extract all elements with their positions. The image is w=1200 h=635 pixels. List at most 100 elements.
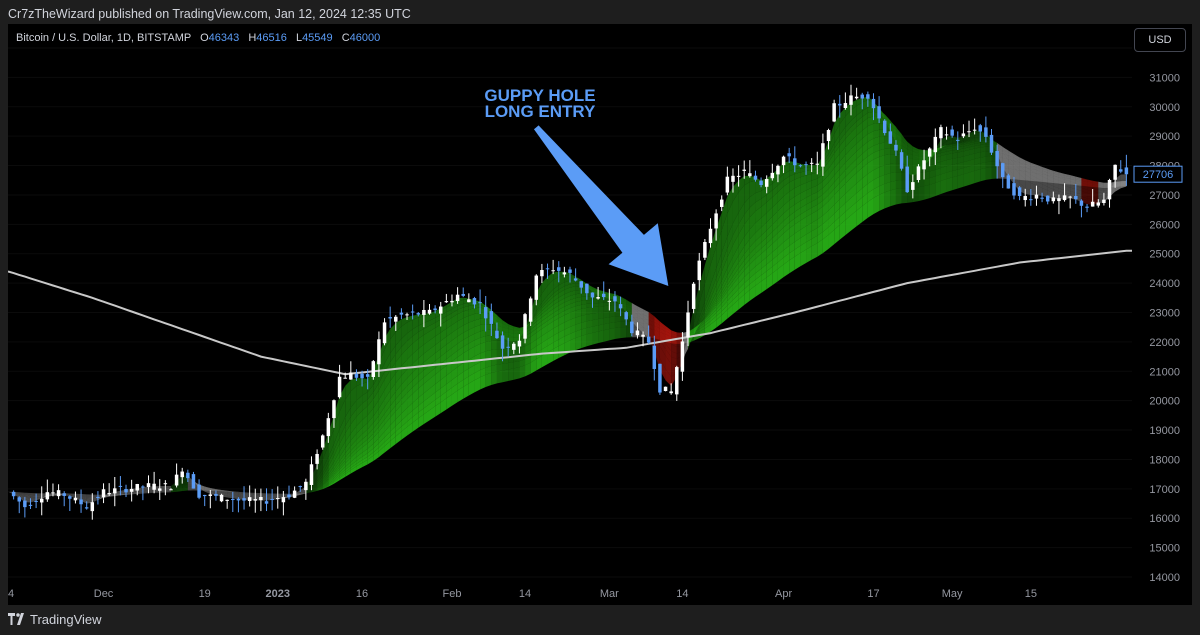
ribbon-segment bbox=[176, 488, 183, 491]
ribbon-segment bbox=[603, 305, 610, 313]
ribbon-segment bbox=[890, 172, 896, 182]
ribbon-segment bbox=[772, 262, 778, 274]
ribbon-segment bbox=[1030, 165, 1037, 171]
ribbon-segment bbox=[772, 255, 778, 267]
ribbon-segment bbox=[710, 292, 717, 308]
ribbon-segment bbox=[727, 304, 733, 319]
ribbon-segment bbox=[637, 306, 644, 312]
ribbon-segment bbox=[716, 303, 722, 313]
ribbon-segment bbox=[249, 494, 256, 497]
ribbon-segment bbox=[204, 486, 211, 489]
candle-body bbox=[939, 127, 943, 139]
candle-body bbox=[725, 176, 730, 193]
ribbon-segment bbox=[401, 421, 408, 432]
ribbon-segment bbox=[333, 469, 340, 479]
annotation-line1: GUPPY HOLE bbox=[484, 86, 595, 105]
ribbon-segment bbox=[176, 487, 183, 490]
ribbon-segment bbox=[811, 198, 818, 208]
ribbon-segment bbox=[1013, 175, 1020, 192]
ribbon-segment bbox=[643, 309, 649, 315]
ribbon-segment bbox=[154, 491, 160, 493]
ribbon-segment bbox=[412, 338, 419, 354]
candle-body bbox=[1006, 175, 1011, 189]
ribbon-segment bbox=[328, 479, 334, 485]
ribbon-segment bbox=[806, 180, 812, 191]
ribbon-segment bbox=[738, 270, 745, 284]
ribbon-segment bbox=[418, 408, 424, 419]
x-tick-label: 2023 bbox=[266, 588, 290, 600]
ribbon-segment bbox=[429, 312, 436, 321]
ribbon-segment bbox=[643, 327, 649, 338]
ribbon-segment bbox=[716, 290, 722, 303]
ribbon-segment bbox=[744, 197, 750, 215]
ribbon-segment bbox=[333, 461, 340, 473]
ribbon-segment bbox=[716, 307, 722, 317]
ribbon-segment bbox=[30, 495, 37, 496]
ribbon-segment bbox=[732, 192, 739, 224]
ribbon-segment bbox=[451, 301, 458, 310]
ribbon-segment bbox=[873, 123, 880, 132]
ribbon-segment bbox=[1030, 163, 1037, 168]
ribbon-segment bbox=[851, 158, 857, 172]
ribbon-segment bbox=[570, 317, 576, 327]
ribbon-segment bbox=[1019, 166, 1026, 175]
ribbon-segment bbox=[789, 233, 795, 246]
ribbon-segment bbox=[946, 143, 953, 146]
ribbon-segment bbox=[586, 307, 593, 315]
ribbon-segment bbox=[345, 407, 351, 427]
ribbon-segment bbox=[839, 107, 846, 125]
ribbon-segment bbox=[536, 305, 542, 315]
candle-body bbox=[304, 481, 308, 491]
ribbon-segment bbox=[390, 391, 396, 407]
ribbon-segment bbox=[1008, 152, 1014, 161]
ribbon-segment bbox=[547, 272, 554, 286]
ribbon-segment bbox=[558, 302, 565, 310]
high-value: 46516 bbox=[256, 32, 287, 44]
ribbon-segment bbox=[946, 164, 953, 173]
candle-body bbox=[691, 283, 696, 309]
ribbon-segment bbox=[390, 399, 396, 413]
ribbon-segment bbox=[1002, 157, 1009, 164]
ribbon-segment bbox=[429, 345, 436, 358]
currency-button[interactable]: USD bbox=[1134, 28, 1186, 52]
ribbon-segment bbox=[940, 179, 947, 195]
ribbon-segment bbox=[789, 256, 795, 274]
ribbon-segment bbox=[69, 494, 76, 496]
ribbon-segment bbox=[845, 171, 851, 184]
ribbon-segment bbox=[367, 452, 374, 460]
ribbon-segment bbox=[148, 492, 155, 494]
publisher-line: Cr7zTheWizard published on TradingView.c… bbox=[8, 7, 411, 21]
ribbon-segment bbox=[508, 368, 514, 382]
ribbon-segment bbox=[75, 495, 82, 498]
ribbon-segment bbox=[654, 333, 660, 359]
ribbon-segment bbox=[384, 412, 391, 425]
candle-body bbox=[793, 158, 797, 166]
ribbon-segment bbox=[204, 486, 211, 489]
ribbon-segment bbox=[109, 495, 115, 497]
ribbon-segment bbox=[81, 497, 87, 501]
ribbon-segment bbox=[317, 484, 323, 489]
ribbon-segment bbox=[435, 348, 441, 361]
ribbon-segment bbox=[777, 205, 784, 220]
ribbon-segment bbox=[187, 489, 194, 490]
ribbon-segment bbox=[957, 141, 964, 144]
ribbon-segment bbox=[148, 489, 155, 492]
ribbon-segment bbox=[339, 474, 346, 481]
ribbon-segment bbox=[766, 224, 773, 238]
ribbon-segment bbox=[1013, 163, 1020, 174]
ribbon-segment bbox=[1058, 173, 1065, 176]
ribbon-segment bbox=[154, 492, 160, 493]
ribbon-segment bbox=[744, 278, 750, 290]
ribbon-segment bbox=[86, 498, 93, 500]
ribbon-segment bbox=[457, 353, 464, 368]
ribbon-segment bbox=[946, 144, 953, 148]
ribbon-segment bbox=[592, 303, 599, 308]
ribbon-segment bbox=[856, 206, 863, 227]
candle-body bbox=[770, 172, 775, 179]
ribbon-segment bbox=[170, 489, 177, 492]
publisher-header: Cr7zTheWizard published on TradingView.c… bbox=[0, 0, 1200, 24]
ribbon-segment bbox=[907, 141, 913, 147]
ribbon-segment bbox=[1019, 169, 1026, 180]
chart-pane[interactable]: GUPPY HOLE LONG ENTRY 14000 15000 16000 1700… bbox=[8, 24, 1192, 605]
